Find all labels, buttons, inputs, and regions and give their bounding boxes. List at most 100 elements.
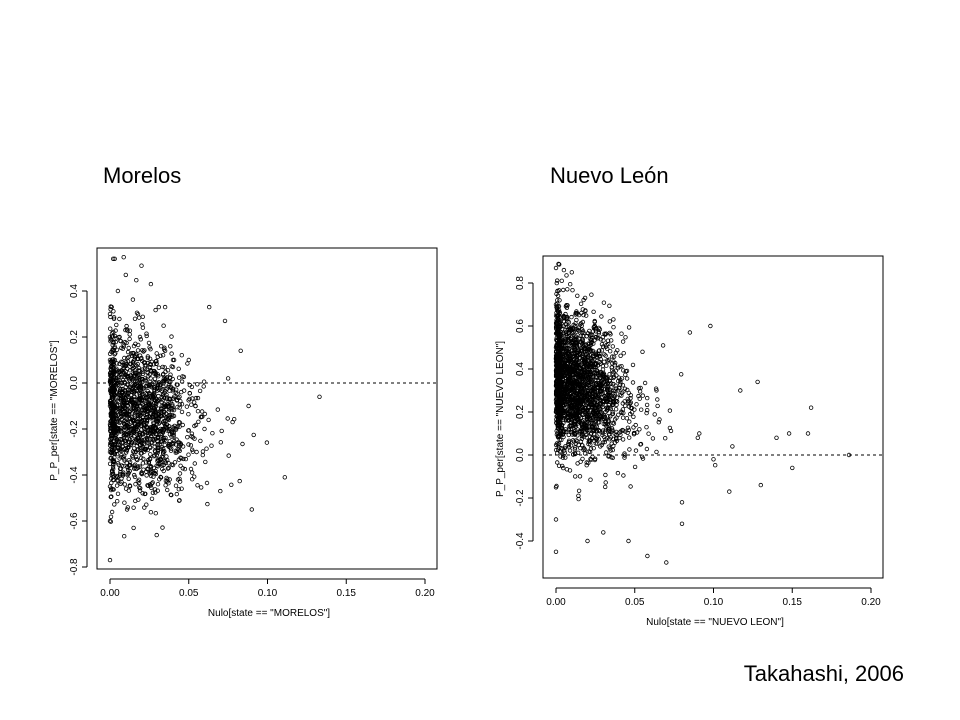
data-point [622,451,627,456]
data-point [195,483,200,488]
data-point [113,328,118,333]
data-point [109,494,114,499]
data-point [183,456,189,462]
data-point [139,419,144,424]
data-point [195,409,201,414]
data-point [162,402,167,407]
data-point [620,383,626,388]
data-point [126,355,131,360]
data-point [597,406,602,411]
data-point [139,408,145,413]
data-point [144,331,149,336]
data-point [186,412,191,417]
data-point [653,386,659,391]
data-point [107,518,113,524]
citation-text: Takahashi, 2006 [743,661,904,686]
data-point [147,444,153,450]
data-point [112,399,118,404]
points [553,261,852,565]
x-tick-label: 0.05 [625,597,645,608]
data-point [222,318,228,324]
data-point [123,419,129,425]
data-point [655,403,660,409]
data-point [118,429,124,434]
data-point [584,313,589,318]
data-point [586,380,592,385]
data-point [584,460,589,465]
data-point [605,338,611,343]
data-point [561,267,567,273]
data-point [167,426,172,432]
data-point [565,370,571,375]
data-point [150,405,155,410]
data-point [107,484,113,489]
data-point [206,304,212,310]
data-point [582,346,588,351]
data-point [589,337,594,343]
data-point [591,395,596,400]
data-point [570,366,575,371]
data-point [130,449,136,454]
x-tick-label: 0.10 [704,597,724,608]
data-point [144,333,149,339]
data-point [585,400,590,405]
data-point [210,431,215,436]
data-point [131,371,136,376]
data-point [132,316,138,321]
y-tick-label: -0.4 [69,466,80,484]
data-point [624,416,630,421]
data-point [121,255,126,260]
data-point [155,482,161,487]
data-point [111,430,116,435]
data-point [146,340,152,346]
data-point [151,454,157,459]
data-point [598,357,603,362]
plot-frame [542,255,884,579]
data-point [581,424,586,429]
data-point [584,435,589,440]
data-point [158,382,163,388]
data-point [553,409,559,415]
data-point [607,390,613,395]
data-point [144,420,149,425]
data-point [565,345,570,351]
x-axis-title: Nulo[state == "MORELOS"] [208,608,330,619]
data-point [139,263,144,268]
data-point [184,404,190,409]
data-point [587,328,592,334]
data-point [590,348,596,354]
data-point [135,479,141,484]
data-point [613,350,619,355]
data-point [140,491,145,496]
data-point [131,466,137,471]
data-point [145,354,150,359]
data-point [606,405,611,411]
data-point [600,344,606,349]
data-point [755,379,760,385]
data-point [136,422,141,427]
x-tick-label: 0.15 [337,588,357,599]
data-point [587,394,592,400]
data-point [125,465,130,470]
data-point [162,413,167,418]
data-point [115,442,121,447]
data-point [580,432,585,437]
data-point [189,431,195,436]
data-point [561,399,566,404]
data-point [565,404,570,409]
data-point [607,394,612,399]
data-point [108,307,113,312]
data-point [610,447,615,453]
data-point [611,388,616,394]
data-point [553,485,559,490]
data-point [577,397,582,402]
data-point [134,401,140,406]
data-point [187,391,192,396]
data-point [555,384,561,390]
data-point [114,347,120,352]
data-point [570,372,575,378]
data-point [581,445,586,451]
data-point [112,256,117,261]
data-point [631,432,637,437]
